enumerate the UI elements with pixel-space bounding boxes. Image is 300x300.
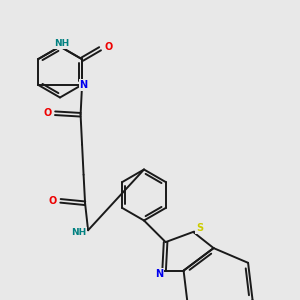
Text: S: S xyxy=(196,223,203,233)
Text: O: O xyxy=(44,108,52,118)
Text: O: O xyxy=(105,42,113,52)
Text: N: N xyxy=(80,80,88,90)
Text: N: N xyxy=(154,268,163,279)
Text: NH: NH xyxy=(54,39,69,48)
Text: NH: NH xyxy=(71,228,86,237)
Text: O: O xyxy=(49,196,57,206)
